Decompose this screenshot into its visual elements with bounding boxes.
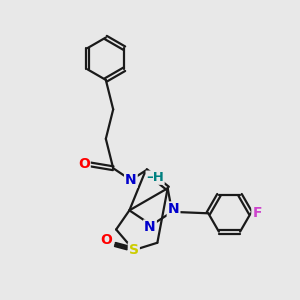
Text: N: N (168, 202, 179, 217)
Text: N: N (144, 220, 156, 234)
Text: N: N (125, 173, 137, 187)
Text: –H: –H (146, 171, 164, 184)
Text: O: O (100, 233, 112, 247)
Text: F: F (252, 206, 262, 220)
Text: S: S (129, 243, 139, 257)
Text: O: O (78, 157, 90, 171)
